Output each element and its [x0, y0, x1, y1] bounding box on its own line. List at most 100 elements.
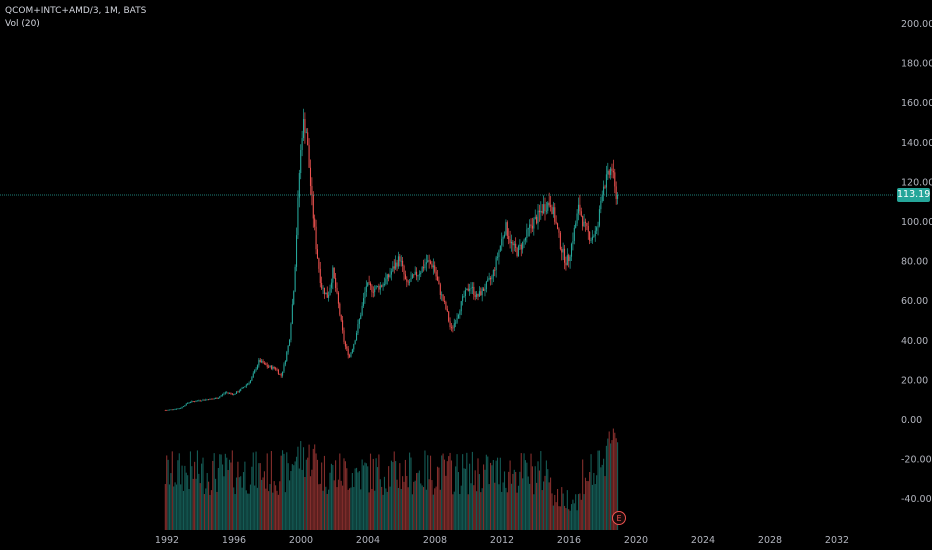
volume-bar	[386, 491, 388, 530]
candle-body	[499, 245, 501, 251]
earnings-icon[interactable]: E	[612, 511, 626, 525]
candle-body	[417, 275, 419, 277]
volume-bar	[216, 491, 218, 530]
candle-body	[233, 393, 235, 395]
candle-body	[360, 315, 362, 319]
candle-body	[270, 365, 272, 369]
candle-body	[273, 366, 275, 369]
volume-bar	[608, 431, 610, 530]
volume-bar	[502, 482, 504, 530]
candle-body	[448, 311, 450, 322]
volume-bar	[416, 473, 418, 530]
volume-bar	[191, 466, 193, 530]
volume-bar	[298, 468, 300, 530]
y-tick-label: 160.00	[901, 98, 932, 109]
candle-body	[589, 231, 591, 241]
volume-bar	[404, 459, 406, 530]
volume-bar	[492, 460, 494, 530]
candle-body	[347, 348, 349, 356]
time-axis[interactable]: 1992 1996 2000 2004 2008 2012 2016 2020 2024 2028…	[155, 535, 849, 546]
volume-bar	[301, 469, 303, 530]
volume-bar	[591, 484, 594, 530]
candle-body	[216, 398, 218, 399]
candle-body	[492, 270, 494, 277]
volume-bar	[477, 458, 479, 530]
volume-histogram	[164, 428, 619, 530]
volume-bar	[452, 494, 454, 530]
volume-bar	[376, 467, 379, 530]
candle-body	[365, 286, 367, 292]
candle-body	[543, 204, 545, 214]
volume-bar	[171, 451, 173, 530]
volume-bar	[432, 494, 434, 530]
candle-body	[329, 287, 331, 296]
candle-body	[471, 286, 473, 289]
candle-body	[399, 256, 401, 262]
volume-bar	[510, 483, 513, 530]
candle-body	[480, 291, 482, 296]
volume-bar	[237, 461, 239, 530]
candle-body	[604, 186, 606, 188]
volume-bar	[337, 479, 339, 530]
candle-body	[294, 266, 296, 292]
volume-indicator-label[interactable]: Vol (20)	[5, 19, 40, 29]
volume-bar	[402, 476, 404, 530]
volume-bar	[206, 473, 208, 530]
candle-body	[497, 256, 499, 258]
candle-body	[177, 408, 179, 410]
volume-bar	[231, 450, 233, 530]
volume-bar	[242, 472, 245, 530]
volume-bar	[335, 460, 337, 530]
candle-body	[583, 221, 585, 227]
candle-body	[469, 288, 471, 291]
candle-body	[198, 400, 200, 402]
candle-body	[265, 363, 267, 365]
candle-body	[319, 268, 321, 283]
volume-bar	[307, 457, 309, 530]
candle-body	[170, 409, 172, 411]
candle-body	[446, 308, 448, 312]
volume-bar	[238, 477, 240, 530]
candle-body	[307, 132, 309, 146]
candle-body	[491, 276, 493, 280]
candle-body	[601, 194, 603, 202]
volume-bar	[441, 455, 443, 530]
candle-body	[252, 373, 254, 378]
candle-body	[517, 245, 520, 256]
volume-bar	[266, 453, 268, 530]
volume-bar	[438, 467, 440, 530]
candle-body	[538, 210, 540, 213]
volume-bar	[314, 444, 316, 530]
candle-body	[351, 349, 353, 353]
volume-bar	[449, 452, 451, 530]
volume-bar	[547, 469, 549, 530]
candle-body	[559, 232, 561, 250]
volume-bar	[469, 463, 471, 530]
candle-body	[229, 392, 231, 394]
volume-bar	[541, 490, 543, 530]
candle-body	[301, 138, 303, 151]
candle-body	[568, 255, 570, 262]
candle-body	[372, 291, 374, 293]
volume-bar	[259, 463, 261, 530]
volume-bar	[476, 491, 478, 530]
y-tick-label: 100.00	[901, 217, 932, 228]
volume-bar	[302, 447, 305, 530]
volume-bar	[460, 485, 462, 530]
x-tick-label: 2024	[691, 535, 715, 546]
price-axis[interactable]: 200.00 180.00 160.00 140.00 120.00 100.00 80.0…	[901, 19, 932, 505]
volume-bar	[342, 485, 344, 530]
volume-bar	[349, 488, 351, 530]
candle-body	[212, 398, 214, 400]
candle-body	[321, 282, 323, 289]
candle-body	[416, 271, 418, 277]
candle-body	[381, 285, 383, 287]
volume-bar	[587, 481, 589, 530]
volume-bar	[212, 460, 214, 530]
volume-bar	[375, 458, 377, 530]
candle-body	[248, 382, 250, 384]
volume-bar	[436, 466, 439, 530]
candle-body	[558, 228, 560, 233]
volume-bar	[530, 453, 532, 530]
